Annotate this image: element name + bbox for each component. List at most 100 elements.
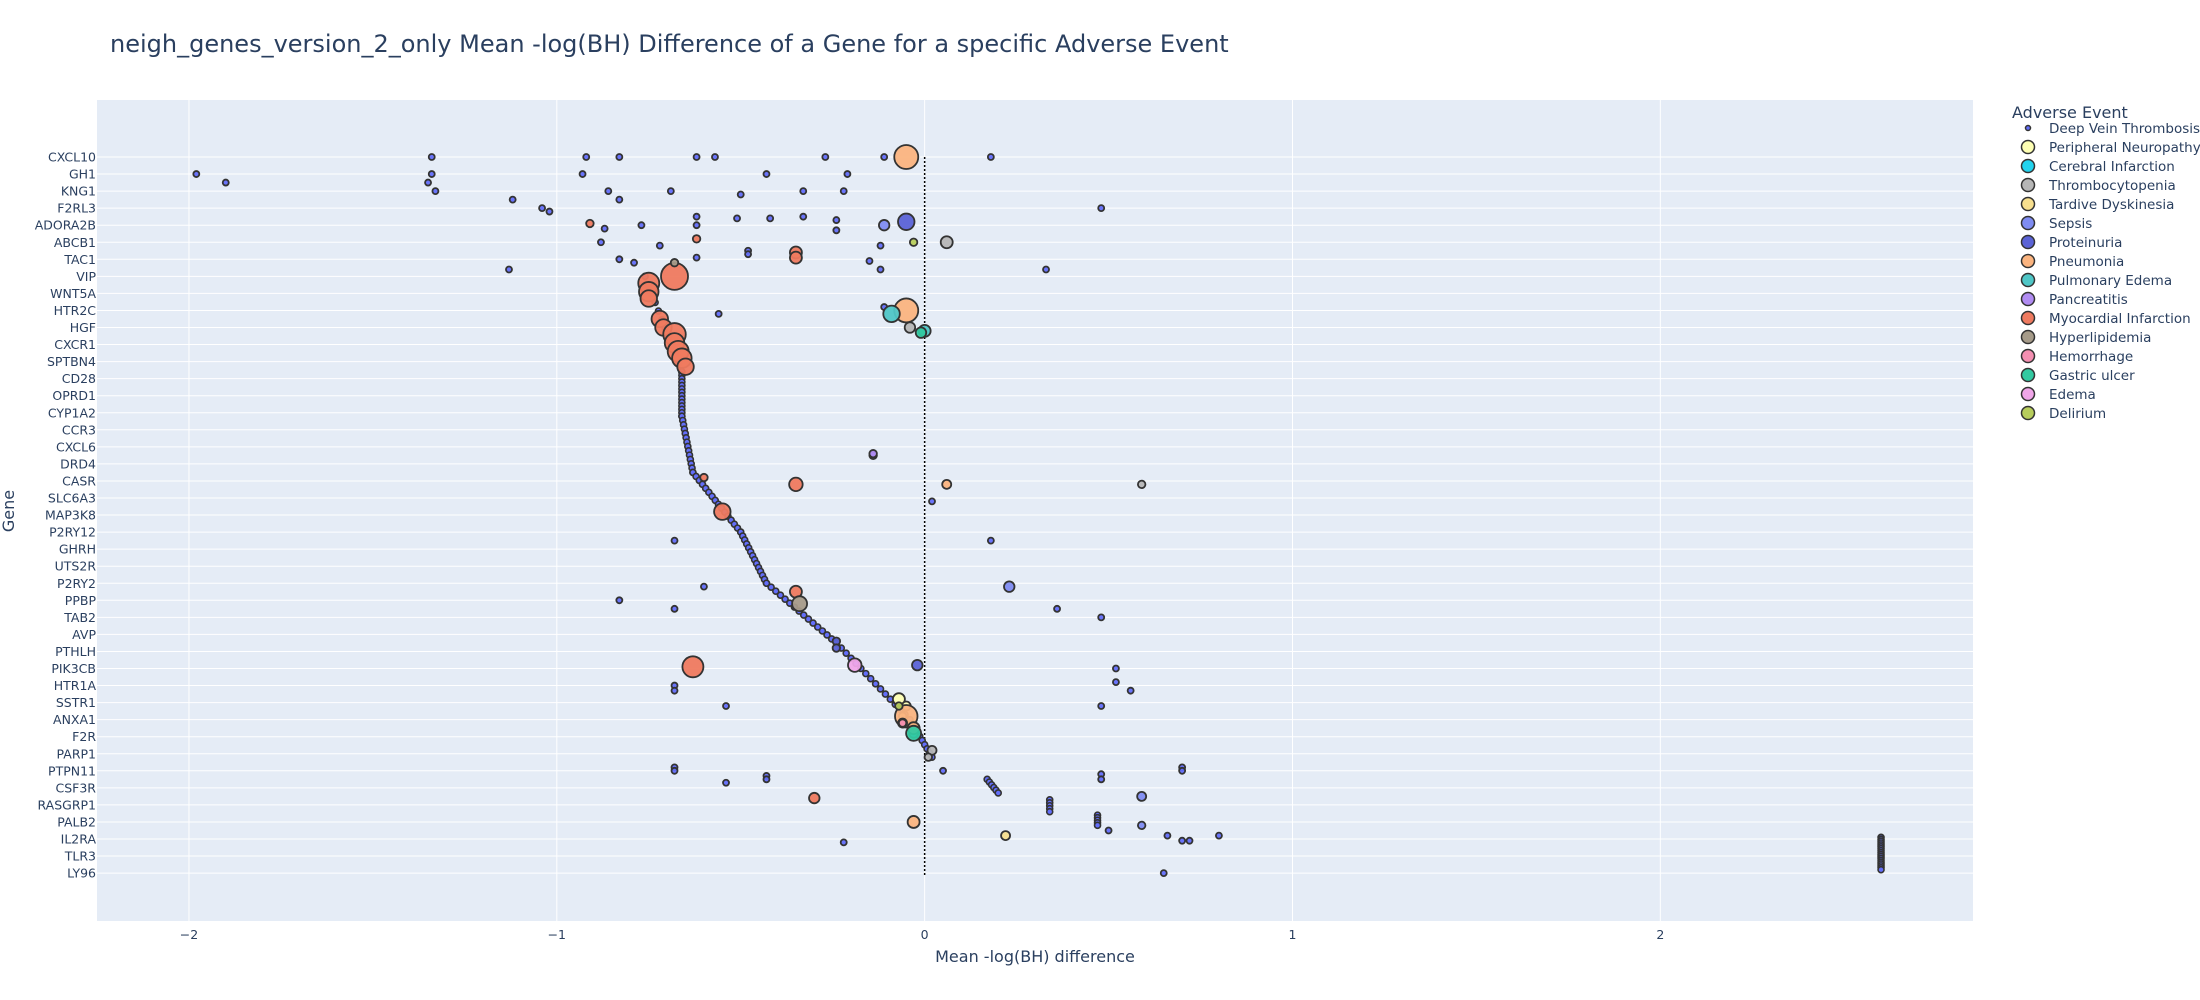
data-point (808, 791, 821, 805)
legend-marker (2024, 124, 2032, 132)
data-point (906, 815, 921, 829)
data-point (1877, 865, 1885, 874)
data-point (941, 478, 953, 490)
data-point (615, 255, 624, 264)
data-point (1097, 775, 1106, 784)
data-point (928, 497, 936, 506)
y-tick-label: P2RY12 (49, 525, 96, 540)
data-point (939, 235, 954, 250)
legend-label: Pulmonary Edema (2049, 273, 2172, 289)
data-point (897, 718, 908, 728)
data-point (762, 579, 771, 588)
data-point (1053, 604, 1061, 613)
data-point (676, 357, 695, 376)
y-tick-label: F2R (72, 729, 96, 744)
y-tick-label: CYP1A2 (48, 405, 96, 420)
legend-marker (2020, 367, 2036, 383)
data-point (431, 187, 440, 196)
data-point (1097, 613, 1106, 622)
data-point (781, 595, 789, 603)
legend-label: Deep Vein Thrombosis (2049, 121, 2200, 137)
data-point (1178, 766, 1187, 775)
data-point (681, 655, 705, 679)
data-point (722, 702, 730, 710)
y-tick-label: GH1 (69, 167, 96, 182)
data-point (762, 170, 771, 178)
legend-marker (2020, 177, 2036, 193)
data-point (700, 582, 708, 591)
data-point (733, 214, 741, 223)
data-point (823, 631, 831, 639)
data-point (714, 309, 723, 318)
data-point (545, 207, 554, 216)
data-point (1045, 807, 1054, 816)
data-point (692, 221, 701, 230)
data-point (939, 766, 947, 775)
data-point (670, 686, 679, 695)
y-tick-label: ANXA1 (53, 712, 96, 727)
data-point (655, 241, 664, 250)
data-point (1215, 831, 1223, 840)
legend-label: Gastric ulcer (2049, 368, 2135, 384)
legend-label: Hemorrhage (2049, 349, 2133, 365)
data-point (670, 536, 679, 545)
y-tick-label: HGF (70, 320, 96, 335)
legend-marker (2020, 196, 2036, 212)
data-point (1093, 821, 1102, 830)
y-tick-label: VIP (76, 269, 96, 284)
data-point (615, 195, 624, 204)
legend-marker (2020, 215, 2036, 231)
data-point (744, 250, 752, 259)
data-point (424, 178, 432, 187)
data-point (903, 321, 917, 334)
data-point (1097, 204, 1106, 213)
legend-marker (2020, 310, 2036, 326)
data-point (767, 583, 775, 592)
data-point (692, 212, 701, 221)
legend-label: Sepsis (2049, 216, 2092, 232)
data-point (604, 187, 613, 196)
y-tick-label: ABCB1 (54, 235, 96, 250)
y-tick-label: PTHLH (55, 644, 96, 659)
data-point (799, 212, 808, 221)
data-point (1003, 580, 1016, 593)
data-point (713, 502, 732, 521)
legend-label: Thrombocytopenia (2048, 178, 2176, 194)
data-point (585, 218, 595, 229)
y-tick-label: RASGRP1 (37, 797, 96, 812)
x-tick-label: −1 (548, 927, 566, 942)
data-point (1112, 664, 1120, 673)
y-tick-label: SLC6A3 (48, 491, 96, 506)
legend-label: Peripheral Neuropathy (2049, 140, 2200, 156)
y-tick-label: OPRD1 (52, 388, 96, 403)
y-tick-label: WNT5A (50, 286, 96, 301)
data-point (1126, 686, 1135, 695)
legend-label: Pneumonia (2049, 254, 2124, 270)
data-point (1104, 826, 1113, 835)
data-point (691, 234, 702, 244)
data-point (876, 265, 885, 274)
data-point (1159, 869, 1168, 877)
data-point (538, 204, 546, 213)
legend-marker (2020, 158, 2036, 174)
data-point (881, 690, 890, 698)
data-point (843, 170, 852, 178)
data-point (762, 775, 771, 784)
data-point (908, 237, 919, 247)
y-tick-label: CXCL6 (56, 439, 96, 454)
data-point (799, 611, 808, 619)
data-point (839, 838, 848, 847)
data-point (986, 536, 995, 545)
data-point (776, 591, 785, 599)
y-tick-label: F2RL3 (57, 201, 96, 216)
y-tick-label: TAB2 (63, 610, 96, 625)
y-tick-label: MAP3K8 (45, 508, 96, 523)
x-axis-label: Mean -log(BH) difference (935, 947, 1135, 966)
legend-marker (2020, 348, 2036, 364)
y-tick-label: CCR3 (62, 422, 96, 437)
data-point (839, 187, 848, 196)
x-tick-label: 2 (1656, 927, 1664, 942)
data-point (615, 153, 624, 161)
data-point (832, 226, 841, 235)
legend-title: Adverse Event (2012, 103, 2128, 122)
